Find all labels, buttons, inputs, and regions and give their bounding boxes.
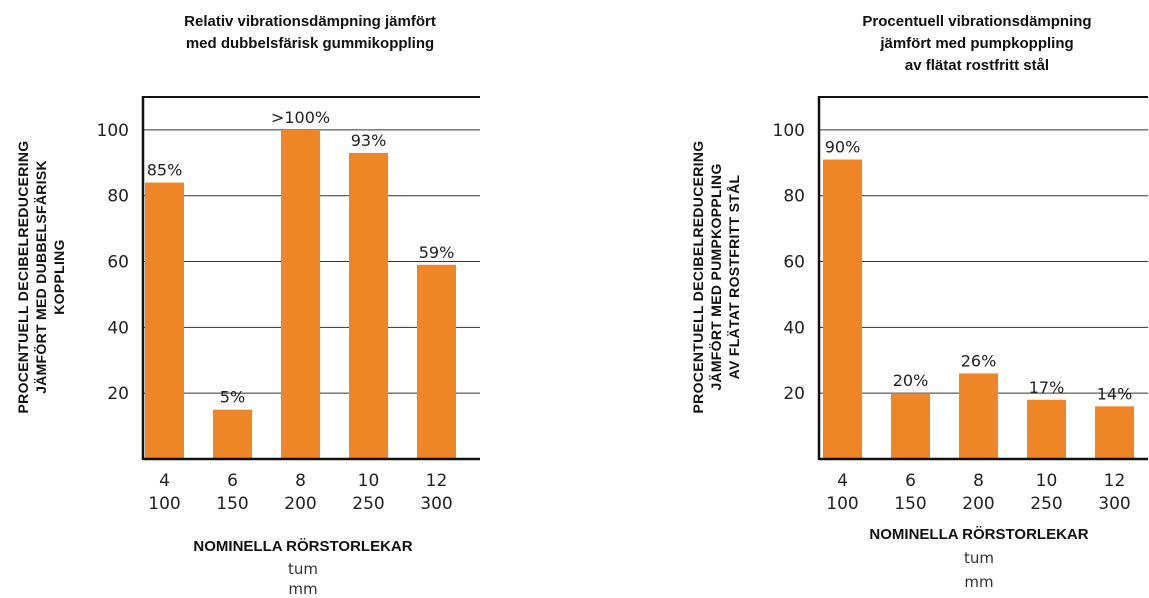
y-axis-label-line-2: JÄMFÖRT MED PUMPKOPPLING [708, 163, 724, 390]
y-tick-label: 100 [97, 121, 129, 141]
x-tick-label-in: 8 [295, 471, 306, 491]
x-tick-label-in: 4 [159, 471, 170, 491]
x-axis-label: NOMINELLA RÖRSTORLEKAR [193, 538, 412, 555]
y-axis-label-line-3: AV FLÄTAT ROSTFRITT STÅL [726, 174, 742, 379]
bar [281, 129, 320, 459]
data-label: 5% [220, 388, 245, 407]
y-axis-label-line-1: PROCENTUELL DECIBELREDUCERING [690, 141, 706, 414]
x-tick-label-in: 6 [227, 471, 238, 491]
chart-2: Procentuell vibrationsdämpning jämfört m… [690, 13, 1148, 591]
bar [1095, 406, 1134, 459]
data-label: 93% [351, 131, 387, 150]
x-tick-label-mm: 300 [420, 494, 452, 514]
x-unit-in: tum [964, 549, 994, 567]
x-tick-label-in: 12 [1104, 471, 1126, 491]
x-tick-label-in: 12 [426, 471, 448, 491]
bar [959, 373, 998, 459]
x-unit-mm: mm [288, 580, 317, 598]
y-axis-label-line-3: KOPPLING [51, 239, 67, 315]
bars-layer [823, 159, 1134, 459]
data-labels-layer: 90% 20% 26% 17% 14% [825, 138, 1133, 404]
y-tick-label: 40 [783, 318, 805, 338]
x-tick-label-mm: 100 [148, 494, 180, 514]
grid-layer [819, 96, 1148, 394]
y-tick-label: 80 [783, 187, 805, 207]
bar [145, 182, 184, 459]
bar [213, 409, 252, 459]
chart-title-line-1: Procentuell vibrationsdämpning [862, 13, 1091, 30]
x-tick-label-mm: 150 [216, 494, 248, 514]
data-label: 85% [147, 161, 183, 180]
y-tick-label: 80 [107, 187, 129, 207]
y-tick-label: 20 [107, 384, 129, 404]
x-tick-label-mm: 150 [894, 494, 926, 514]
chart-title-line-2: med dubbelsfärisk gummikoppling [186, 35, 434, 52]
data-label: 17% [1029, 378, 1065, 397]
x-tick-label-in: 6 [905, 471, 916, 491]
x-tick-label-in: 4 [837, 471, 848, 491]
data-label: 26% [961, 351, 997, 370]
y-tick-label: 40 [107, 318, 129, 338]
chart-1: Relativ vibrationsdämpning jämfört med d… [15, 13, 480, 598]
data-labels-layer: 85% 5% >100% 93% 59% [147, 108, 455, 407]
chart-title-line-3: av flätat rostfritt stål [905, 57, 1049, 74]
x-tick-label-in: 8 [973, 471, 984, 491]
x-tick-label-mm: 300 [1098, 494, 1130, 514]
y-tick-label: 60 [107, 253, 129, 273]
x-tick-label-mm: 250 [352, 494, 384, 514]
bar [891, 393, 930, 459]
chart-title-line-1: Relativ vibrationsdämpning jämfört [184, 13, 436, 30]
tick-labels-layer: 20 40 60 80 100 4 100 6 150 8 200 10 250 12 300 [97, 121, 453, 514]
x-tick-label-mm: 200 [284, 494, 316, 514]
x-unit-mm: mm [964, 573, 993, 591]
data-label: 90% [825, 138, 861, 157]
bar [823, 159, 862, 459]
x-tick-label-mm: 250 [1030, 494, 1062, 514]
data-label: >100% [271, 108, 330, 127]
bar [1027, 399, 1066, 459]
x-tick-label-mm: 100 [826, 494, 858, 514]
bar [417, 264, 456, 459]
y-axis-label-line-1: PROCENTUELL DECIBELREDUCERING [15, 141, 31, 414]
tick-labels-layer: 20 40 60 80 100 4 100 6 150 8 200 10 250 12 300 [773, 121, 1131, 514]
data-label: 59% [419, 243, 455, 262]
x-unit-in: tum [288, 560, 318, 578]
y-axis-label-line-2: JÄMFÖRT MED DUBBELSFÄRISK [33, 160, 49, 394]
y-tick-label: 100 [773, 121, 805, 141]
chart-title-line-2: jämfört med pumpkoppling [879, 35, 1073, 52]
x-tick-label-mm: 200 [962, 494, 994, 514]
y-tick-label: 60 [783, 253, 805, 273]
data-label: 14% [1097, 384, 1133, 403]
x-tick-label-in: 10 [358, 471, 380, 491]
bar [349, 152, 388, 460]
y-tick-label: 20 [783, 384, 805, 404]
x-tick-label-in: 10 [1036, 471, 1058, 491]
bars-layer [145, 129, 456, 460]
data-label: 20% [893, 371, 929, 390]
x-axis-label: NOMINELLA RÖRSTORLEKAR [869, 526, 1088, 543]
